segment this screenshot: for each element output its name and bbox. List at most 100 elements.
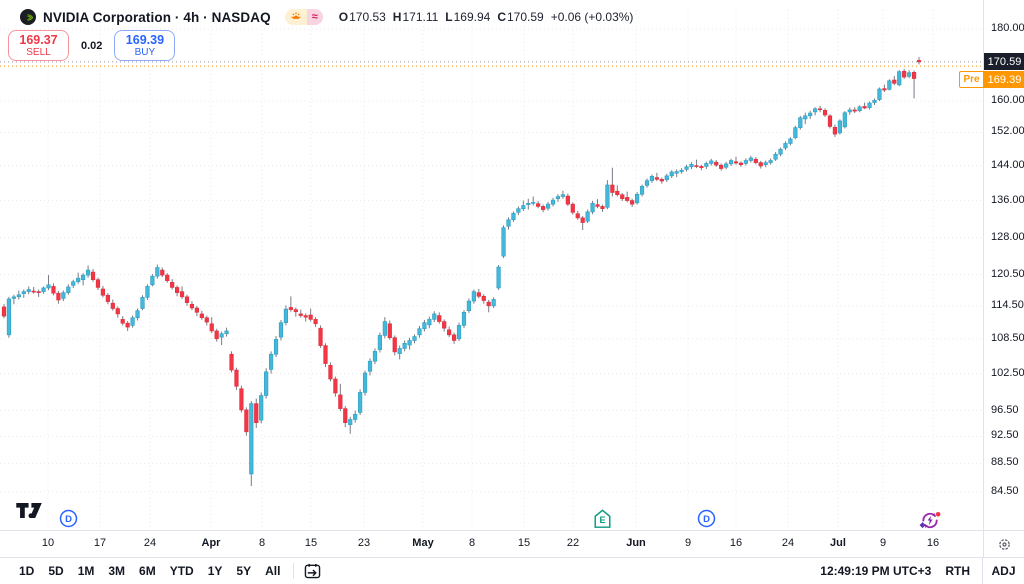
candle-body [61,292,66,299]
candle-body [793,127,798,139]
refresh-badge[interactable] [918,509,942,532]
range-button-5y[interactable]: 5Y [236,564,252,578]
candle-body [333,378,338,394]
range-button-1d[interactable]: 1D [19,564,35,578]
time-label-month[interactable]: Apr [201,537,221,549]
range-button-6m[interactable]: 6M [139,564,156,578]
candle-body [679,169,684,172]
candle-body [432,313,437,320]
goto-date-icon[interactable] [304,563,321,579]
time-label[interactable]: 8 [258,537,266,549]
time-label[interactable]: 16 [729,537,743,549]
candle-body [511,212,516,221]
time-axis[interactable]: 10 17 24 Apr 8 15 23 May 8 15 22 Jun 9 16 24 Jul 9 16 [0,530,1024,558]
time-label-month[interactable]: Jun [626,537,646,549]
candle-body [714,161,719,166]
candle-body [367,360,373,372]
candle-body [427,319,432,326]
candle-body [501,227,506,257]
buy-button[interactable]: 169.39 BUY [114,30,176,61]
time-label[interactable]: 9 [879,537,887,549]
candle-body [560,194,565,197]
time-label[interactable]: 9 [684,537,692,549]
candle-body [21,291,26,294]
candle-body [110,302,115,309]
sell-button[interactable]: 169.37 SELL [8,30,69,61]
candle-body [634,193,640,204]
candle-body [412,336,417,341]
candle-body [570,203,575,213]
axis-gear-icon[interactable] [997,537,1012,552]
range-button-all[interactable]: All [265,564,281,578]
candle-body [71,281,76,286]
time-label[interactable]: 15 [304,537,318,549]
time-label[interactable]: 15 [517,537,531,549]
candle-body [90,271,96,280]
candle-body [288,307,293,310]
high-label: H [392,10,402,24]
candle-body [763,162,768,166]
symbol-title[interactable]: NVIDIA Corporation · 4h · NASDAQ [43,9,271,25]
range-button-1y[interactable]: 1Y [207,564,223,578]
price-tick-label: 92.50 [991,429,1019,442]
candle-body [175,287,180,293]
dividend-badge[interactable]: D [697,509,716,528]
time-label[interactable]: 10 [41,537,55,549]
time-label[interactable]: 22 [566,537,580,549]
clock-text[interactable]: 12:49:19 PM UTC+3 [820,564,932,578]
dividend-badge[interactable]: D [59,509,78,528]
svg-text:E: E [599,515,605,525]
time-label-month[interactable]: May [412,537,434,549]
candle-body [402,343,407,349]
candle-body [397,348,402,354]
candle-body [229,353,234,371]
price-axis[interactable]: 170.59 Pre 169.39 180.00 160.00 152.00 144.… [959,0,1024,530]
candle-body [268,353,274,370]
earnings-badge[interactable]: E [593,509,612,529]
candle-body [625,197,630,201]
buy-label: BUY [134,46,156,58]
candle-body [768,160,773,163]
chart-canvas[interactable]: NVIDIA Corporation · 4h · NASDAQ ≈ O 170… [0,0,1024,530]
tradingview-logo[interactable] [16,502,43,519]
adjusted-button[interactable]: ADJ [991,564,1016,578]
close-value: 170.59 [507,10,544,24]
time-label[interactable]: 24 [781,537,795,549]
candlestick-chart [0,10,983,530]
range-button-3m[interactable]: 3M [108,564,126,578]
range-button-1m[interactable]: 1M [77,564,95,578]
time-label[interactable]: 17 [93,537,107,549]
time-label[interactable]: 24 [143,537,157,549]
candle-body [382,321,387,336]
premarket-sun-icon [284,9,307,25]
session-status-pill[interactable]: ≈ [284,9,323,25]
candle-body [753,158,758,163]
candle-body [506,219,511,227]
trade-panel: 169.37 SELL 0.02 169.39 BUY [8,30,176,61]
time-label[interactable]: 16 [926,537,940,549]
change-value: +0.06 (+0.03%) [550,10,634,24]
candle-body [273,339,279,355]
candle-body [26,289,31,292]
session-rth-button[interactable]: RTH [945,564,970,578]
range-button-5d[interactable]: 5D [48,564,64,578]
candle-body [565,195,570,205]
price-tick-label: 114.50 [991,298,1024,311]
time-label-month[interactable]: Jul [830,537,846,549]
time-label[interactable]: 8 [468,537,476,549]
candle-body [130,317,135,326]
price-tick-label: 102.50 [991,366,1024,379]
candle-body [630,200,635,205]
candle-body [323,345,328,364]
candle-body [580,217,585,223]
candle-body [343,408,348,423]
candle-body [362,372,368,393]
candle-body [541,206,546,210]
close-label: C [497,10,506,24]
candle-body [194,307,199,313]
candle-body [758,162,763,167]
candle-body [882,88,887,91]
range-button-ytd[interactable]: YTD [169,564,194,578]
candle-body [120,319,125,324]
time-label[interactable]: 23 [357,537,371,549]
